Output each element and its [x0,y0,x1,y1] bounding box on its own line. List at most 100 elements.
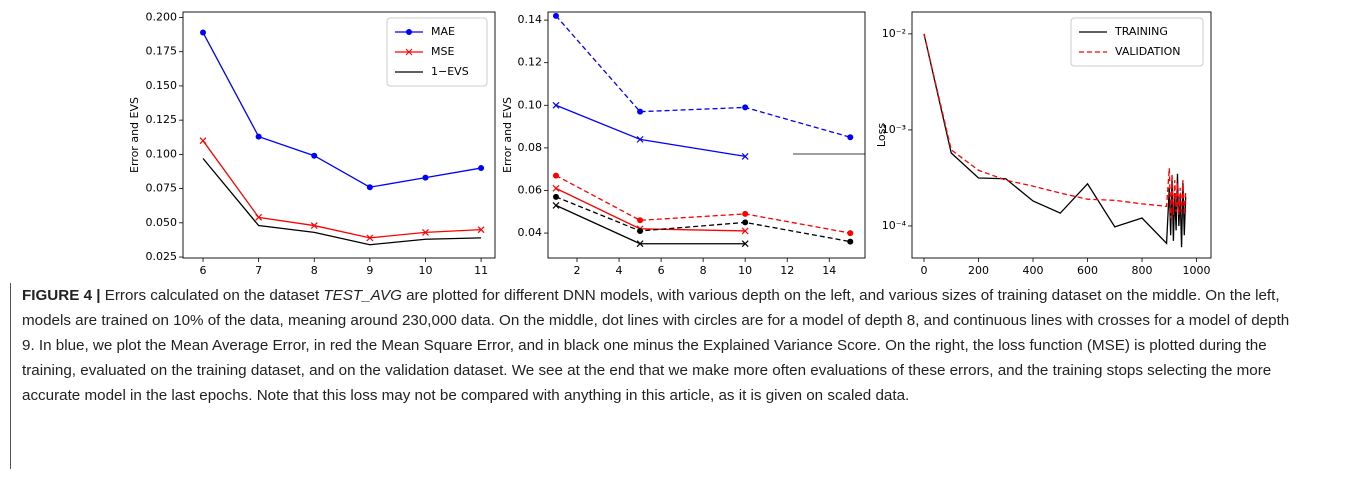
marker [478,165,485,172]
series-line [555,104,746,158]
series-line [202,158,482,246]
legend-label: MSE [431,45,454,58]
marker [636,135,644,143]
marker [255,133,262,140]
marker [366,184,373,191]
marker-stroke [366,234,374,242]
caption-text: are plotted for different DNN models, wi… [22,287,1290,404]
marker-stroke [477,226,485,234]
marker [199,137,207,145]
marker [636,240,644,248]
marker [200,29,207,36]
marker [552,201,560,209]
marker-stroke [552,201,560,209]
x-tick-label: 6 [200,264,207,277]
marker [255,213,263,221]
marker [742,210,749,217]
marker-stroke [636,135,644,143]
x-axis-label: Epochs [1042,278,1082,280]
x-tick-label: 400 [1023,264,1044,277]
y-tick-label: 0.12 [518,56,543,69]
marker [422,228,429,236]
y-tick-label: 0.075 [146,182,178,195]
marker-stroke [741,240,749,248]
marker-stroke [552,184,560,192]
x-tick-label: 4 [616,264,623,277]
caption-emphasis: TEST_AVG [323,287,402,304]
x-tick-label: 11 [474,264,488,277]
y-tick-label: 0.100 [146,147,178,160]
x-tick-label: 8 [700,264,707,277]
series-line [555,15,851,138]
marker [741,240,749,248]
legend-label: 1−EVS [431,65,469,78]
y-tick-label: 10⁻² [882,27,906,40]
marker [366,234,374,242]
marker [742,104,749,111]
y-tick-label: 0.08 [518,141,543,154]
marker [637,227,644,234]
x-axis-label: % data for training [655,278,758,280]
caption: FIGURE 4 | Errors calculated on the data… [10,283,1300,469]
plot-frame [547,11,866,259]
x-tick-label: 8 [311,264,318,277]
marker [310,222,318,229]
marker [552,172,559,179]
x-tick-label: 200 [968,264,989,277]
x-axis-label: DNN depth [309,278,369,280]
marker [742,219,749,226]
series-line [555,196,851,243]
y-tick-label: 0.025 [146,250,178,263]
x-tick-label: 1000 [1183,264,1211,277]
legend-label: MAE [431,25,455,38]
marker [477,226,485,234]
caption-label: FIGURE 4 | [22,287,101,304]
y-tick-label: 0.175 [146,45,178,58]
y-axis-label: Loss [875,123,888,147]
y-tick-label: 0.14 [518,13,543,26]
series-line [555,204,746,245]
legend-marker [405,48,413,56]
y-tick-label: 10⁻³ [882,123,906,136]
x-tick-label: 600 [1077,264,1098,277]
marker-stroke [636,240,644,248]
marker [741,152,749,160]
marker [637,217,644,224]
y-tick-label: 0.04 [518,226,543,239]
marker-stroke [741,152,749,160]
y-tick-label: 0.125 [146,113,178,126]
marker [847,238,854,245]
marker [847,134,854,141]
marker-stroke [310,222,318,229]
plot-frame [911,11,1212,259]
series-line [555,175,851,234]
plot-frame [182,11,496,259]
series-line [202,140,482,239]
legend-label: TRAINING [1114,25,1168,38]
marker [847,230,854,237]
x-tick-label: 14 [822,264,836,277]
marker-stroke [422,228,429,236]
x-tick-label: 7 [255,264,262,277]
y-tick-label: 0.06 [518,183,543,196]
marker [552,12,559,19]
y-tick-label: 0.050 [146,216,178,229]
caption-text: Errors calculated on the dataset [100,287,324,304]
marker-stroke [552,101,560,109]
x-tick-label: 10 [418,264,432,277]
marker [637,108,644,115]
marker-stroke [741,227,749,235]
y-axis-label: Error and EVS [128,97,141,173]
y-tick-label: 0.10 [518,98,543,111]
y-axis-label: Error and EVS [501,97,514,173]
y-tick-label: 0.200 [146,10,178,23]
legend-marker [406,29,412,35]
x-tick-label: 12 [780,264,794,277]
legend-box [1070,17,1204,67]
marker [552,193,559,200]
legend-label: VALIDATION [1115,45,1181,58]
marker [552,184,560,192]
marker [422,174,429,181]
series-line [202,32,482,188]
